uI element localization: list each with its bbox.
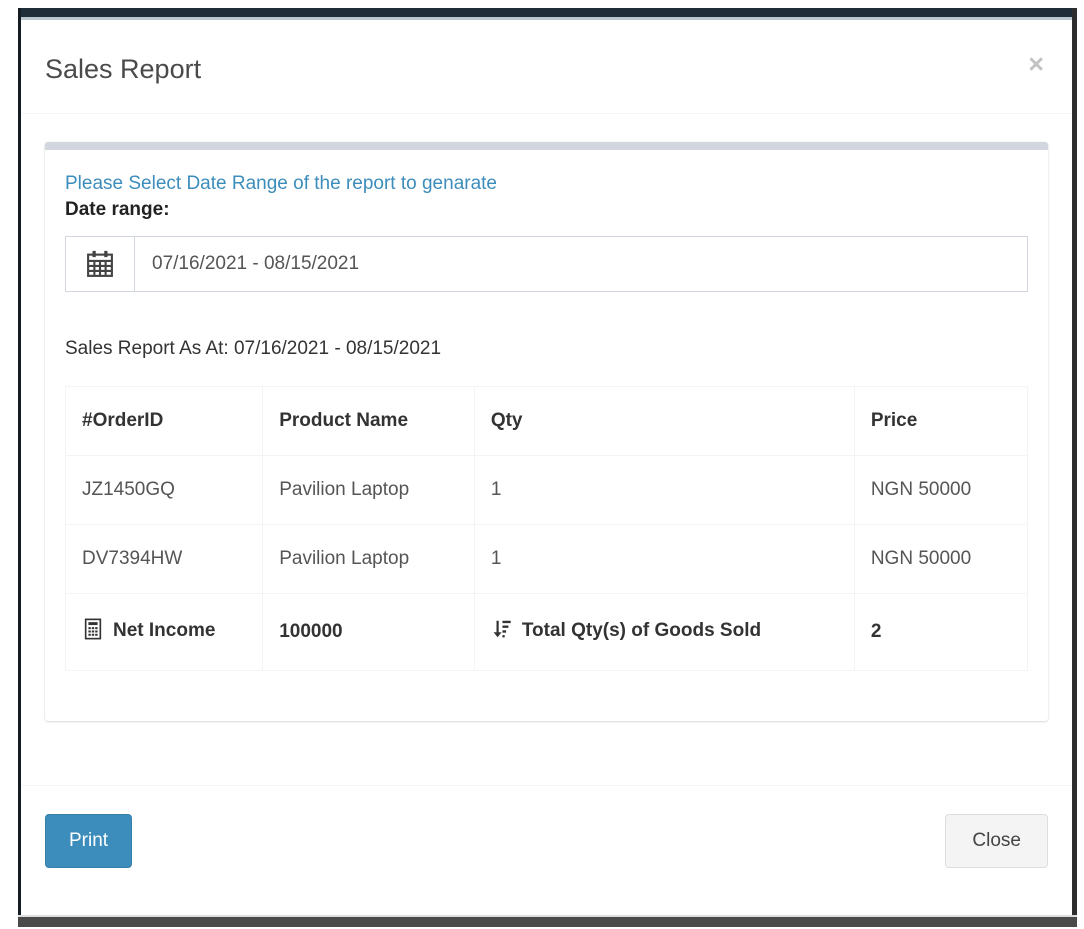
total-qty-cell: Total Qty(s) of Goods Sold [473, 593, 855, 671]
modal-header: Sales Report × [21, 23, 1072, 114]
date-range-input[interactable] [135, 237, 1027, 291]
col-header-price: Price [853, 386, 1029, 456]
col-header-orderid: #OrderID [64, 386, 264, 456]
modal-body: Please Select Date Range of the report t… [21, 114, 1072, 785]
cell-qty: 1 [473, 455, 855, 525]
cell-price: NGN 50000 [853, 524, 1029, 594]
total-qty-value: 2 [853, 593, 1029, 671]
modal-title: Sales Report [45, 54, 202, 84]
total-qty-label: Total Qty(s) of Goods Sold [521, 620, 762, 641]
page-edge-top [18, 8, 1077, 20]
print-button[interactable]: Print [45, 814, 133, 868]
calculator-icon [82, 617, 104, 647]
card-body: Please Select Date Range of the report t… [45, 150, 1048, 721]
table-footer-row: Net Income 100000 [64, 593, 1029, 671]
col-header-qty: Qty [473, 386, 855, 456]
table-row: JZ1450GQ Pavilion Laptop 1 NGN 50000 [64, 455, 1029, 525]
table-row: DV7394HW Pavilion Laptop 1 NGN 50000 [64, 524, 1029, 594]
net-income-label: Net Income [113, 620, 216, 641]
page-edge-right [1072, 8, 1077, 927]
cell-product-name: Pavilion Laptop [262, 524, 475, 594]
date-range-prompt: Please Select Date Range of the report t… [65, 173, 497, 194]
cell-price: NGN 50000 [853, 455, 1029, 525]
calendar-icon [66, 237, 135, 291]
cell-orderid: DV7394HW [64, 524, 264, 594]
col-header-product-name: Product Name [262, 386, 475, 456]
table-header-row: #OrderID Product Name Qty Price [64, 386, 1029, 456]
close-icon[interactable]: × [1028, 49, 1044, 79]
page-edge-bottom [18, 915, 1077, 927]
net-income-cell: Net Income [64, 593, 264, 671]
date-range-input-group[interactable] [65, 236, 1028, 292]
cell-product-name: Pavilion Laptop [262, 455, 475, 525]
report-as-at-text: Sales Report As At: 07/16/2021 - 08/15/2… [65, 338, 442, 359]
card-top-bar [45, 142, 1048, 150]
report-card: Please Select Date Range of the report t… [45, 142, 1048, 721]
sales-report-modal: Sales Report × Please Select Date Range … [21, 23, 1072, 915]
modal-footer: Print Close [21, 785, 1072, 896]
cell-orderid: JZ1450GQ [64, 455, 264, 525]
cell-qty: 1 [473, 524, 855, 594]
sort-amount-down-icon [491, 617, 513, 647]
sales-report-table: #OrderID Product Name Qty Price JZ1450GQ… [64, 386, 1029, 671]
close-button[interactable]: Close [945, 814, 1048, 868]
date-range-label: Date range: [65, 199, 170, 220]
page-edge-left [18, 8, 21, 927]
net-income-value: 100000 [262, 593, 475, 671]
